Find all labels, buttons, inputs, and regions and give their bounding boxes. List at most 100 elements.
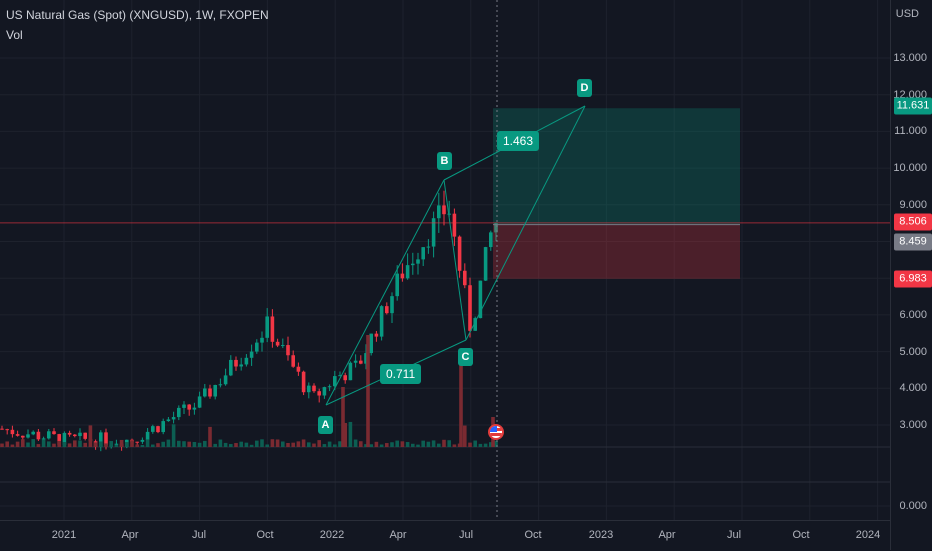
candle-body [260,337,264,343]
candle-body [291,355,295,367]
volume-bar [400,441,405,447]
candle-body [187,404,191,410]
candle-body [317,391,321,396]
volume-bar [109,441,113,447]
us-flag-icon[interactable] [488,424,504,440]
candle-body [359,360,363,364]
candle-body [234,359,238,367]
candle-body [333,376,337,387]
ratio-label-ab[interactable]: 0.711 [380,364,422,384]
volume-bar [41,439,46,447]
volume-bar [353,439,358,447]
time-tick-label: Jul [726,529,742,541]
candle-body [229,359,233,376]
candle-body [161,421,165,433]
price-axis[interactable]: USD 13.00012.00011.00010.0009.0008.0007.… [890,0,932,550]
candle-body [135,441,139,443]
volume-bar [208,426,212,447]
volume-bar [426,441,431,447]
volume-bar [151,444,155,447]
price-tick-label: 9.000 [899,198,927,211]
candle-body [379,306,384,337]
pattern-leg-cd [465,105,586,341]
volume-bar [119,439,124,447]
volume-bar [405,442,410,447]
candle-body [437,205,441,219]
volume-bar [218,439,223,447]
candle-body [0,428,4,430]
candle-body [31,431,35,435]
position-profit-zone [493,108,740,225]
volume-bar [494,440,498,447]
volume-bar [260,439,264,447]
candle-body [286,345,290,356]
time-tick-label: Oct [524,529,542,541]
candle-body [21,435,25,438]
volume-bar [489,442,493,447]
target-price-tag: 11.631 [894,97,932,115]
volume-bar [463,425,467,447]
candle-body [421,247,425,260]
pattern-point-a[interactable]: A [318,416,333,434]
candle-body [15,434,20,436]
price-chart[interactable] [0,0,890,520]
candle-body [104,432,108,446]
volume-bar [125,442,129,447]
candle-body [26,434,30,438]
candle-body [327,386,332,388]
candle-body [166,419,171,422]
volume-bar [229,444,233,447]
candle-body [83,432,87,439]
candle-body [57,434,61,445]
volume-bar [416,444,420,447]
volume-bar [307,442,311,447]
candle-body [452,213,457,237]
volume-bar [135,444,139,447]
candle-body [275,341,280,346]
volume-bar [390,442,394,447]
volume-bar [473,440,477,447]
pattern-point-c[interactable]: C [458,348,473,366]
volume-bar [395,440,399,447]
candle-body [457,236,462,271]
volume-bar [255,440,259,447]
time-tick-label: Oct [792,529,810,541]
candle-body [99,432,103,448]
candle-body [411,263,415,266]
candle-body [489,232,493,248]
volume-label[interactable]: Vol [6,28,23,42]
volume-bar [187,441,191,447]
volume-bar [5,441,9,447]
candle-body [338,375,342,377]
time-tick-label: Jul [458,529,474,541]
volume-bar [57,440,61,447]
candle-body [463,270,467,286]
volume-bar [244,442,249,447]
volume-bar [78,440,82,447]
candle-body [67,432,72,435]
price-tick-label: 4.000 [899,382,927,395]
last-price-tag: 8.506 [894,213,932,231]
chart-area[interactable]: US Natural Gas (Spot) (XNGUSD), 1W, FXOP… [0,0,890,520]
volume-bar [99,441,103,447]
pattern-point-d[interactable]: D [577,79,592,97]
candle-body [374,333,379,337]
time-axis[interactable]: 2021 Apr Jul Oct 2022 Apr Jul Oct 2023 Apr Jul Oct 2… [0,520,890,551]
currency-unit: USD [895,8,919,20]
ratio-label-bc[interactable]: 1.463 [497,131,540,151]
chart-legend: US Natural Gas (Spot) (XNGUSD), 1W, FXOP… [6,8,269,42]
volume-bar [301,439,306,447]
candle-body [281,345,285,347]
symbol-title[interactable]: US Natural Gas (Spot) (XNGUSD), 1W, FXOP… [6,8,269,22]
price-tick-label: 13.000 [893,52,927,64]
candle-body [244,357,249,365]
candle-body [312,385,316,392]
volume-bar [52,443,56,447]
volume-bar [468,442,472,447]
candle-body [270,316,275,342]
volume-bar [348,421,353,447]
candle-body [478,280,483,319]
pattern-point-b[interactable]: B [437,152,452,170]
volume-bar [62,442,67,447]
candle-body [353,360,358,363]
